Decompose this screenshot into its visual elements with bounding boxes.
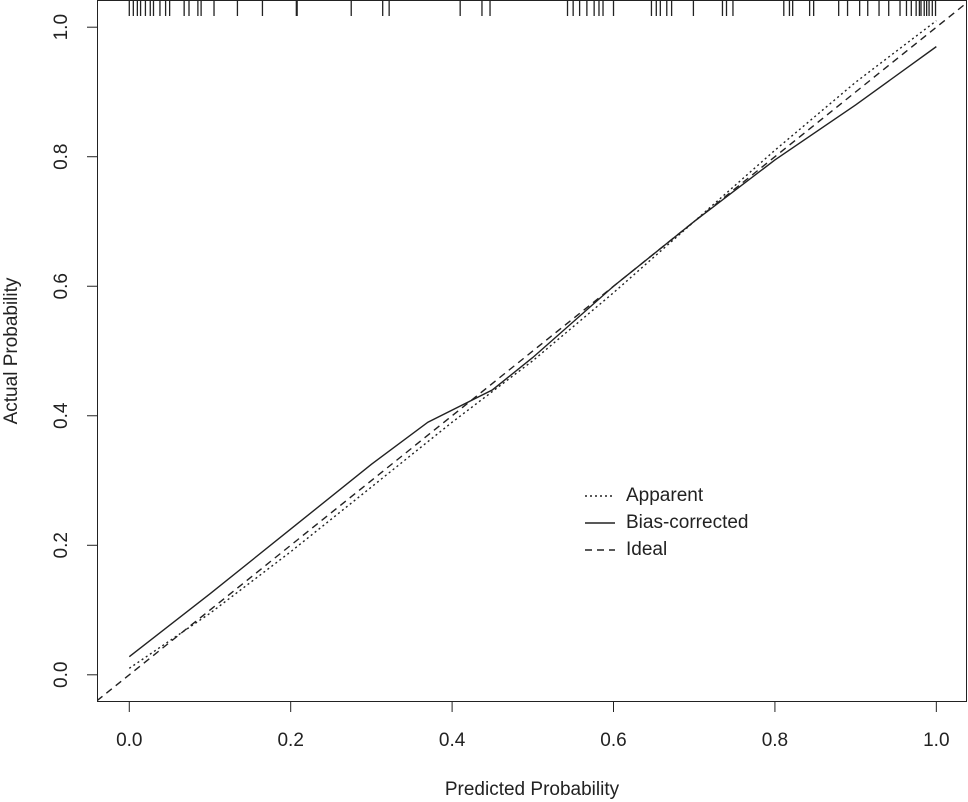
x-axis-label: Predicted Probability <box>445 779 620 800</box>
plot-area <box>97 1 967 702</box>
x-tick-label: 0.6 <box>600 730 626 751</box>
x-tick-label: 0.8 <box>762 730 788 751</box>
y-axis-label: Actual Probability <box>1 277 22 424</box>
y-tick-label: 0.8 <box>51 144 72 170</box>
series-line <box>97 1 967 702</box>
x-tick-label: 0.2 <box>277 730 303 751</box>
y-tick-label: 1.0 <box>51 14 72 40</box>
x-tick-label: 1.0 <box>923 730 949 751</box>
y-tick-label: 0.6 <box>51 273 72 299</box>
series-line <box>128 46 937 658</box>
y-tick-label: 0.2 <box>51 532 72 558</box>
plot-frame <box>97 0 967 702</box>
legend-label: Ideal <box>626 539 667 560</box>
series-line <box>128 20 937 669</box>
legend-label: Apparent <box>626 485 704 506</box>
x-tick-label: 0.0 <box>116 730 142 751</box>
x-tick-label: 0.4 <box>439 730 466 751</box>
legend-label: Bias-corrected <box>626 512 749 533</box>
y-tick-label: 0.0 <box>51 662 72 688</box>
y-tick-label: 0.4 <box>51 402 72 429</box>
